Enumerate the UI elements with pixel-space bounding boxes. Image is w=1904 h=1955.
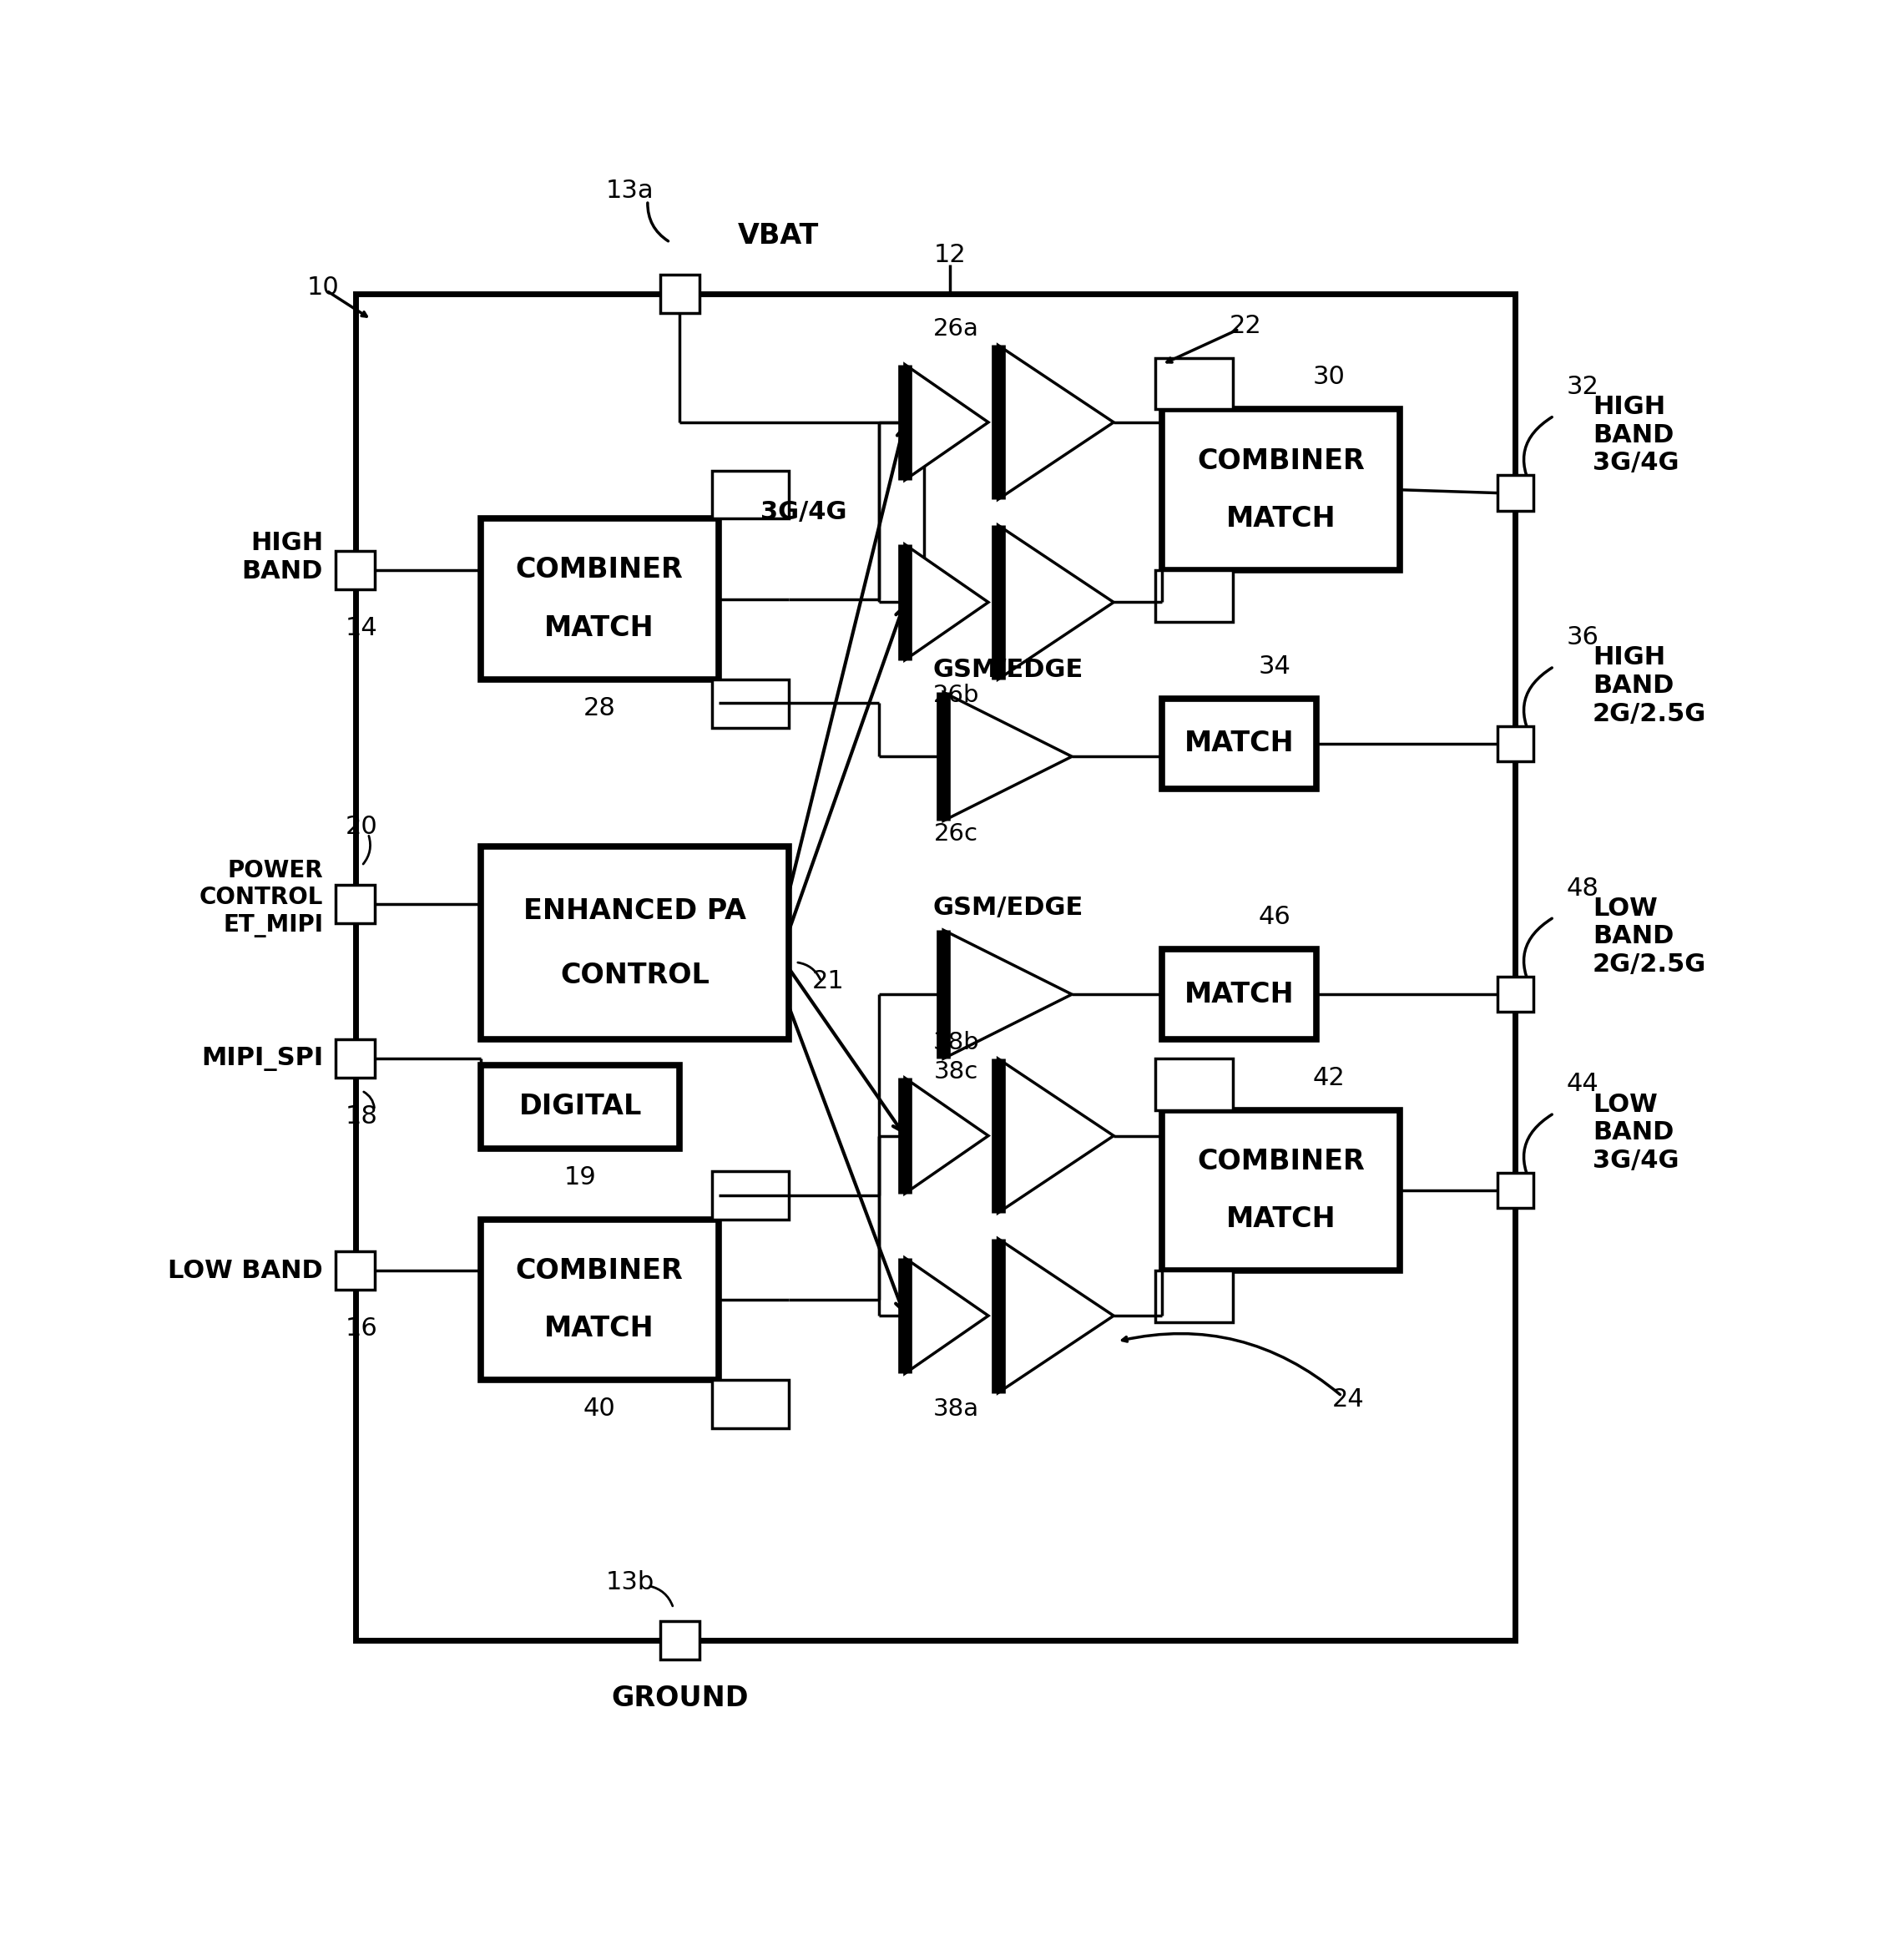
Text: COMBINER: COMBINER [1198,1148,1365,1175]
Polygon shape [998,526,1114,680]
Text: MATCH: MATCH [1184,981,1295,1009]
Bar [661,1621,699,1660]
Text: 44: 44 [1567,1071,1599,1097]
Text: 13a: 13a [605,178,655,203]
Text: MATCH: MATCH [1226,1206,1337,1234]
Text: HIGH
BAND
2G/2.5G: HIGH BAND 2G/2.5G [1592,645,1706,725]
Bar [1498,475,1533,510]
Text: LOW
BAND
2G/2.5G: LOW BAND 2G/2.5G [1592,895,1706,977]
Text: 32: 32 [1567,375,1599,399]
Polygon shape [998,346,1114,499]
Text: 36: 36 [1567,626,1599,649]
Text: 38b: 38b [933,1030,979,1054]
Text: 38a: 38a [933,1398,979,1421]
Text: HIGH
BAND
3G/4G: HIGH BAND 3G/4G [1592,395,1679,475]
Text: COMBINER: COMBINER [516,1257,684,1284]
Bar [480,1220,718,1380]
Text: ENHANCED PA: ENHANCED PA [524,897,746,925]
Polygon shape [998,1058,1114,1212]
Bar [712,680,788,727]
Text: 18: 18 [345,1105,377,1128]
Bar [335,551,375,588]
Text: 12: 12 [933,242,965,268]
Bar [356,293,1516,1640]
Text: CONTROL: CONTROL [560,962,710,989]
Text: MATCH: MATCH [1226,504,1337,532]
Text: 40: 40 [583,1396,615,1421]
Bar [335,886,375,923]
Bar [712,1171,788,1220]
Bar [1161,950,1316,1040]
Text: MATCH: MATCH [1184,729,1295,757]
Bar [1156,1271,1232,1322]
Text: 46: 46 [1259,905,1291,929]
Bar [1156,358,1232,409]
Text: 26b: 26b [933,684,979,708]
Bar [1156,1058,1232,1110]
Bar [480,1065,680,1150]
Text: LOW BAND: LOW BAND [168,1259,324,1282]
Text: COMBINER: COMBINER [516,557,684,585]
Text: 34: 34 [1259,655,1291,678]
Text: GSM/EDGE: GSM/EDGE [933,895,1083,919]
Bar [1161,409,1399,571]
Bar [480,847,788,1040]
Text: 28: 28 [583,696,615,721]
Text: 10: 10 [307,276,339,299]
Text: MATCH: MATCH [545,614,655,641]
Bar [335,1251,375,1290]
Text: 20: 20 [345,815,377,839]
Bar [1498,977,1533,1013]
Bar [1498,1173,1533,1208]
Text: 3G/4G: 3G/4G [760,500,847,524]
Text: LOW
BAND
3G/4G: LOW BAND 3G/4G [1592,1093,1679,1173]
Bar [335,1040,375,1077]
Bar [1498,725,1533,760]
Text: GSM/EDGE: GSM/EDGE [933,657,1083,682]
Polygon shape [942,692,1072,821]
Text: COMBINER: COMBINER [1198,448,1365,475]
Text: VBAT: VBAT [737,223,819,250]
Text: DIGITAL: DIGITAL [518,1093,642,1120]
Bar [661,274,699,313]
Bar [712,1380,788,1429]
Text: 21: 21 [811,970,843,993]
Bar [712,471,788,518]
Polygon shape [904,543,988,661]
Text: 48: 48 [1567,876,1599,901]
Text: 24: 24 [1333,1388,1365,1412]
Text: 26c: 26c [935,821,979,845]
Text: 22: 22 [1230,313,1262,338]
Text: 14: 14 [345,616,377,639]
Text: POWER
CONTROL
ET_MIPI: POWER CONTROL ET_MIPI [200,858,324,936]
Polygon shape [942,931,1072,1058]
Text: 30: 30 [1314,366,1346,389]
Text: 13b: 13b [605,1570,655,1595]
Text: 38c: 38c [935,1060,979,1083]
Text: 26a: 26a [933,317,979,340]
Bar [1156,571,1232,622]
Text: MIPI_SPI: MIPI_SPI [202,1046,324,1071]
Bar [1161,1110,1399,1271]
Polygon shape [904,1077,988,1195]
Text: HIGH
BAND: HIGH BAND [242,532,324,583]
Text: 19: 19 [564,1165,596,1191]
Text: 16: 16 [345,1316,377,1341]
Polygon shape [904,364,988,481]
Bar [480,518,718,680]
Text: 42: 42 [1314,1065,1346,1091]
Text: MATCH: MATCH [545,1316,655,1343]
Polygon shape [998,1239,1114,1392]
Text: GROUND: GROUND [611,1685,748,1713]
Polygon shape [904,1257,988,1374]
Bar [1161,698,1316,788]
